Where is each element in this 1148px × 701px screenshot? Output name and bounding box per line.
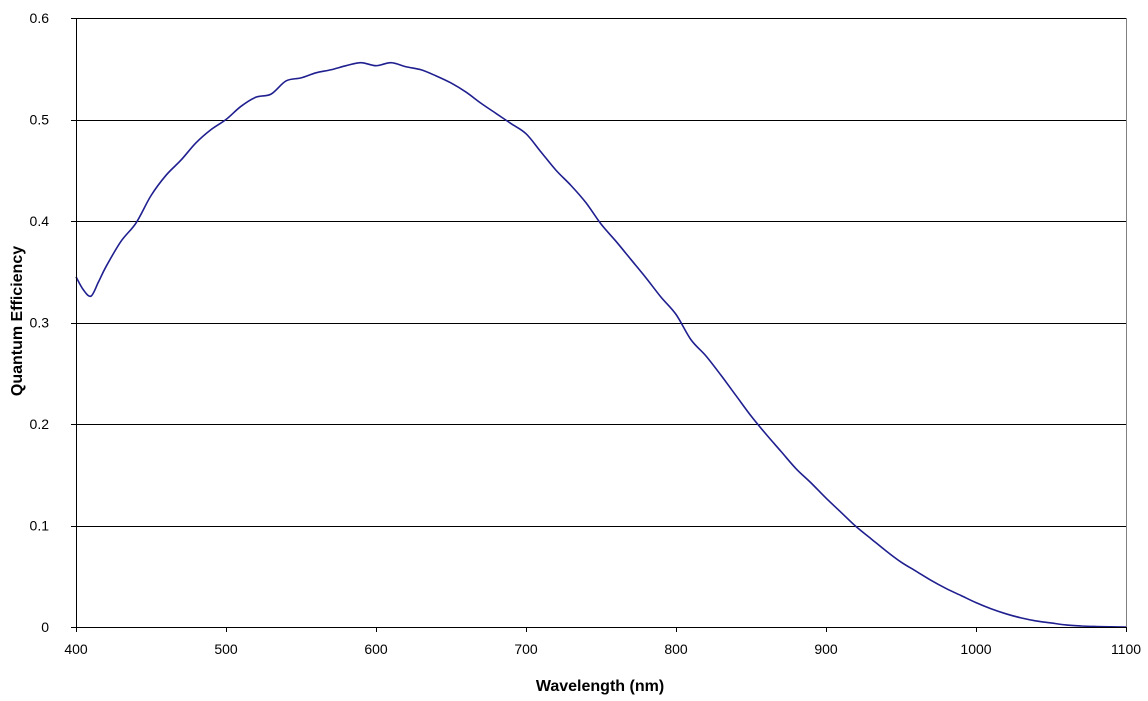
series-line-0 [75, 61, 1127, 628]
axes [71, 18, 1127, 632]
y-tick-labels: 0 0.1 0.2 0.3 0.4 0.5 0.6 [30, 10, 50, 635]
y-tick-label-6: 0.6 [30, 10, 50, 26]
x-tick-label-2: 600 [364, 641, 388, 657]
y-tick-label-3: 0.3 [30, 315, 50, 331]
x-tick-label-4: 800 [664, 641, 688, 657]
series-layer [75, 61, 1127, 628]
y-tick-label-4: 0.4 [30, 213, 50, 229]
x-tick-labels: 400 500 600 700 800 900 1000 1100 [64, 641, 1141, 657]
y-tick-label-1: 0.1 [30, 518, 50, 534]
y-tick-label-0: 0 [41, 619, 49, 635]
x-axis-title: Wavelength (nm) [536, 678, 664, 695]
x-tick-label-6: 1000 [960, 641, 991, 657]
y-tick-label-2: 0.2 [30, 416, 50, 432]
x-tick-label-5: 900 [814, 641, 838, 657]
y-axis-title: Quantum Efficiency [9, 246, 26, 396]
x-tick-label-7: 1100 [1111, 641, 1141, 657]
grid-lines [76, 18, 1126, 527]
x-tick-label-3: 700 [514, 641, 538, 657]
y-tick-label-5: 0.5 [30, 112, 50, 128]
x-tick-label-1: 500 [214, 641, 238, 657]
x-tick-label-0: 400 [64, 641, 88, 657]
